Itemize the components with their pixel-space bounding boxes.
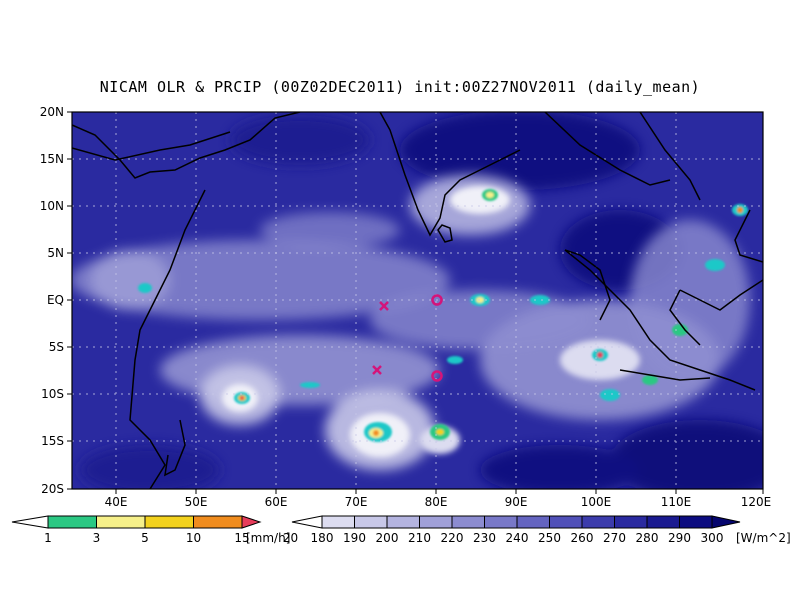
colorbar-arrow-left [11, 515, 49, 529]
colorbar-swatch [484, 515, 518, 529]
lon-label: 120E [741, 495, 772, 509]
lat-label: 15S [41, 434, 64, 448]
storm-markers [372, 294, 443, 382]
map-title: NICAM OLR & PRCIP (00Z02DEC2011) init:00… [99, 78, 701, 96]
colorbar-swatch [193, 515, 243, 529]
grid-lines [72, 112, 763, 489]
colorbar-swatch [386, 515, 420, 529]
lat-label: 15N [40, 152, 64, 166]
x-marker [372, 365, 382, 375]
colorbar-tick-label: 260 [571, 531, 594, 545]
colorbar-tick-label: 270 [603, 531, 626, 545]
colorbar-tick-label: 240 [506, 531, 529, 545]
olr-colorbar: 180 190 200 210 220 230 240 250 260 270 280 290 300 [… [291, 515, 791, 545]
colorbar-arrow-right [711, 515, 741, 529]
colorbar-tick-label: 3 [93, 531, 101, 545]
colorbar-arrow-right [241, 515, 262, 529]
colorbar-tick-label: 20 [283, 531, 298, 545]
colorbar-tick-label: 220 [441, 531, 464, 545]
colorbar-unit: [W/m^2] [736, 531, 791, 545]
colorbar-swatch [354, 515, 388, 529]
colorbar-arrow-left [291, 515, 323, 529]
lon-label: 90E [505, 495, 528, 509]
colorbar-tick-label: 5 [141, 531, 149, 545]
precip-colorbar: 1 3 5 10 15 20[mm/h] [11, 515, 298, 545]
colorbar-tick-label: 15 [234, 531, 249, 545]
colorbar-swatch [96, 515, 146, 529]
colorbar-swatch [614, 515, 648, 529]
colorbar-swatch [646, 515, 680, 529]
colorbar-tick-label: 280 [636, 531, 659, 545]
lon-label: 60E [265, 495, 288, 509]
coastlines [72, 112, 763, 489]
lat-label: EQ [47, 293, 64, 307]
colorbar-swatch [419, 515, 453, 529]
colorbar-swatch [549, 515, 583, 529]
lat-label: 20N [40, 105, 64, 119]
lat-labels: 20N 15N 10N 5N EQ 5S 10S 15S 20S [40, 105, 64, 496]
colorbar-swatch [321, 515, 355, 529]
lon-label: 40E [105, 495, 128, 509]
colorbar-tick-label: 210 [408, 531, 431, 545]
lat-label: 20S [41, 482, 64, 496]
colorbar-swatch [581, 515, 615, 529]
lat-label: 5N [47, 246, 64, 260]
colorbar-tick-label: 290 [668, 531, 691, 545]
colorbar-tick-label: 10 [186, 531, 201, 545]
colorbar-unit: [mm/h] [246, 531, 290, 545]
lat-label: 10S [41, 387, 64, 401]
o-marker [431, 370, 443, 382]
o-marker [431, 294, 443, 306]
x-marker [379, 301, 389, 311]
lon-label: 110E [661, 495, 692, 509]
colorbar-swatch [47, 515, 97, 529]
olr-field [72, 112, 763, 489]
colorbar-tick-label: 300 [701, 531, 724, 545]
colorbar-tick-label: 190 [343, 531, 366, 545]
lon-label: 80E [425, 495, 448, 509]
lat-label: 5S [49, 340, 64, 354]
colorbar-tick-label: 200 [376, 531, 399, 545]
lon-label: 50E [185, 495, 208, 509]
colorbar-tick-label: 180 [311, 531, 334, 545]
colorbar-tick-label: 1 [44, 531, 52, 545]
colorbar-tick-label: 250 [538, 531, 561, 545]
colorbar-swatch [451, 515, 485, 529]
lon-labels: 40E 50E 60E 70E 80E 90E 100E 110E 120E [105, 495, 772, 509]
colorbar-swatch [516, 515, 550, 529]
axis-ticks [67, 111, 764, 494]
colorbar-swatch [679, 515, 713, 529]
lon-label: 100E [581, 495, 612, 509]
lon-label: 70E [345, 495, 368, 509]
colorbar-tick-label: 230 [473, 531, 496, 545]
lat-label: 10N [40, 199, 64, 213]
colorbar-swatch [144, 515, 194, 529]
